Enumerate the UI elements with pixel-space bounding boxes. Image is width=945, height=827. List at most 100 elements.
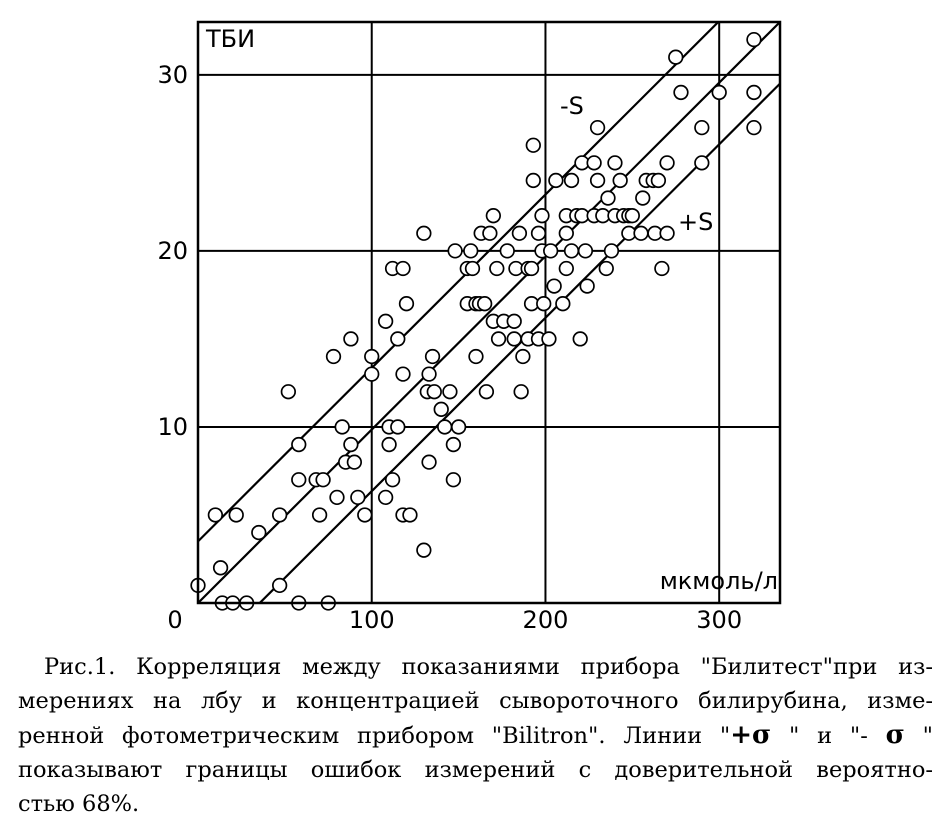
plus-sigma-symbol: +σ — [730, 720, 772, 750]
data-point — [515, 348, 531, 365]
data-point — [746, 31, 762, 48]
data-point — [390, 331, 406, 347]
data-point — [589, 172, 606, 189]
data-point — [600, 190, 616, 206]
y-tick-label-10: 10 — [157, 413, 188, 441]
data-point — [633, 225, 649, 241]
data-point — [291, 436, 307, 453]
caption-line-5: стью 68%. — [18, 791, 140, 817]
data-point — [607, 155, 623, 171]
caption-line-3-start: ренной фотометрическим прибором "Bilitro… — [18, 723, 731, 749]
data-point — [485, 208, 501, 224]
regression-line — [198, 22, 780, 603]
data-point — [343, 436, 359, 453]
caption-line-1: Рис.1. Корреляция между показаниями приб… — [44, 654, 933, 680]
data-point — [746, 84, 762, 101]
minus-s-line — [198, 22, 720, 543]
data-point — [598, 260, 614, 277]
data-point — [291, 472, 307, 488]
data-point — [421, 454, 437, 470]
data-point — [424, 348, 441, 365]
data-point — [586, 155, 602, 171]
y-axis-label: ТБИ — [205, 25, 255, 53]
data-point — [489, 260, 505, 277]
data-point — [673, 84, 689, 101]
data-point — [506, 313, 522, 329]
data-point — [511, 225, 528, 241]
data-point — [437, 419, 453, 435]
data-point — [668, 49, 684, 65]
data-point — [346, 454, 363, 470]
scatter-chart: ТБИ мкмоль/л 0 100 200 300 10 20 30 -S +… — [157, 20, 782, 634]
minus-s-annotation: -S — [560, 92, 584, 120]
data-point — [694, 155, 710, 171]
data-point — [433, 401, 449, 417]
y-tick-label-30: 30 — [157, 61, 188, 89]
data-point — [416, 225, 432, 241]
data-point — [447, 243, 463, 259]
data-point — [377, 489, 394, 506]
data-point — [395, 260, 411, 277]
data-point — [416, 542, 432, 558]
data-point — [546, 278, 562, 294]
data-point — [325, 348, 342, 365]
data-point — [603, 243, 620, 259]
data-point — [579, 278, 595, 294]
caption-line-3: ренной фотометрическим прибором "Bilitro… — [18, 718, 933, 753]
data-point — [463, 243, 479, 259]
data-point — [589, 119, 606, 136]
data-point — [525, 137, 541, 153]
data-point — [464, 260, 481, 277]
caption-line-4: показывают границы ошибок измерений с до… — [18, 757, 933, 783]
data-point — [442, 384, 458, 400]
data-point — [272, 577, 288, 594]
x-tick-label-300: 300 — [696, 606, 742, 634]
caption-line-3-mid: " и "- — [771, 723, 886, 749]
data-point — [499, 243, 515, 259]
data-point — [478, 384, 495, 400]
data-point — [272, 507, 288, 523]
data-point — [746, 119, 762, 136]
data-point — [650, 172, 667, 189]
data-point — [482, 225, 498, 241]
minus-sigma-symbol: σ — [885, 720, 905, 750]
y-tick-label-20: 20 — [157, 237, 188, 265]
data-point — [212, 560, 229, 576]
origin-label: 0 — [167, 606, 182, 634]
data-point — [694, 119, 710, 136]
data-point — [534, 208, 550, 224]
data-point — [207, 507, 224, 523]
data-point — [329, 489, 345, 506]
data-point — [577, 243, 594, 259]
data-point — [311, 507, 328, 523]
data-point — [654, 260, 670, 277]
data-point — [315, 472, 331, 488]
data-point — [624, 208, 640, 224]
data-point — [711, 84, 727, 101]
x-tick-label-100: 100 — [349, 606, 395, 634]
data-point — [384, 472, 401, 488]
data-point — [558, 260, 574, 277]
data-point — [398, 296, 415, 312]
plot-frame — [196, 20, 782, 605]
data-point — [468, 348, 484, 365]
data-point — [402, 507, 418, 523]
data-point — [543, 243, 559, 259]
data-point — [350, 489, 366, 506]
plus-s-annotation: +S — [678, 208, 713, 236]
data-point — [477, 296, 493, 312]
data-point — [558, 225, 574, 241]
figure-caption: Рис.1. Корреляция между показаниями приб… — [18, 650, 933, 821]
data-point — [659, 155, 675, 171]
data-point — [536, 296, 552, 312]
data-point — [421, 366, 437, 382]
data-point — [555, 296, 571, 312]
data-point — [635, 190, 651, 206]
caption-line-3-end: " — [904, 723, 933, 749]
data-points — [190, 31, 762, 611]
x-tick-label-200: 200 — [523, 606, 569, 634]
data-point — [426, 384, 442, 400]
caption-line-2: мерениях на лбу и концентрацией сыворото… — [18, 688, 933, 714]
data-point — [548, 172, 564, 189]
data-point — [364, 348, 380, 365]
